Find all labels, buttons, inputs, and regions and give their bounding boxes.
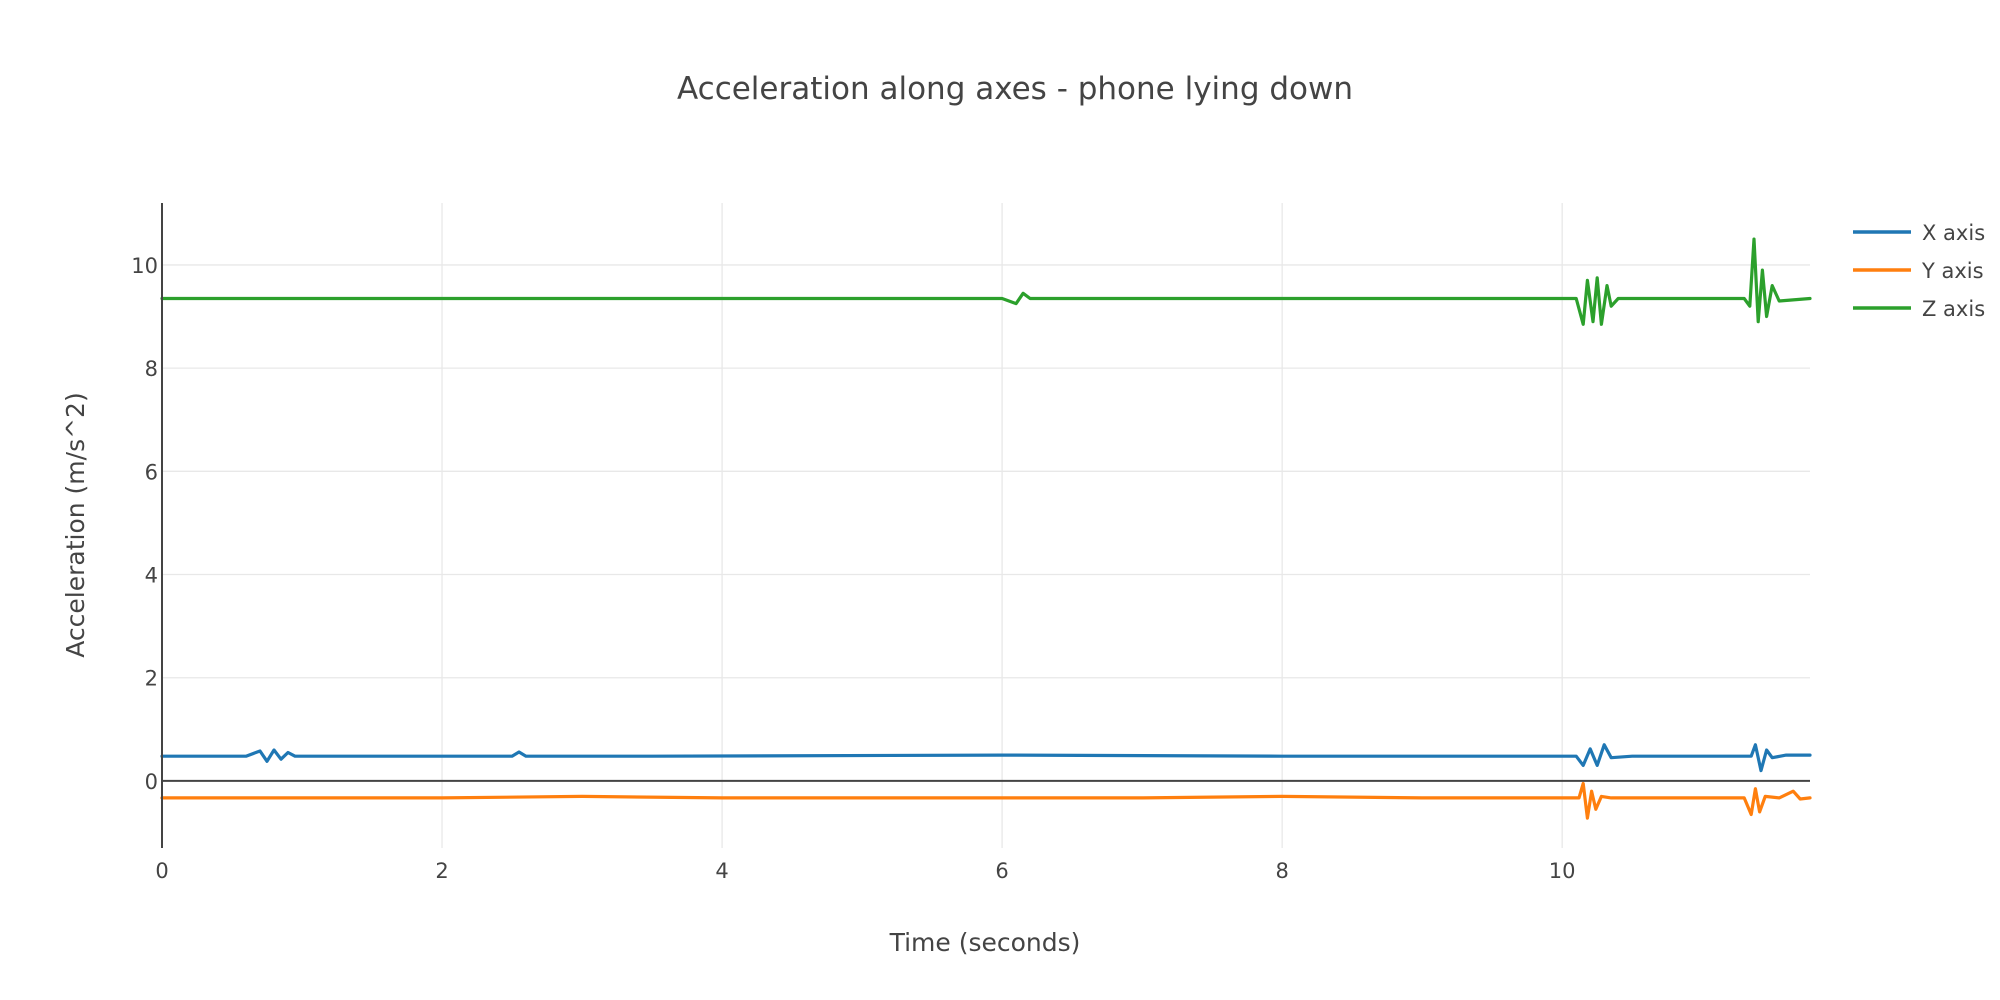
legend: X axis Y axis Z axis: [1853, 221, 1985, 321]
legend-item: Z axis: [1853, 297, 1985, 321]
traces: [160, 237, 1812, 820]
series-line-x-axis: [160, 743, 1812, 773]
legend-label: X axis: [1922, 221, 1985, 245]
x-tick-label: 0: [155, 859, 168, 883]
series-line-z-axis: [160, 237, 1812, 326]
grid: [162, 203, 1810, 848]
x-tick-label: 2: [435, 859, 448, 883]
x-axis-title: Time (seconds): [889, 928, 1081, 957]
y-axis-title: Acceleration (m/s^2): [61, 392, 90, 657]
legend-label: Y axis: [1921, 259, 1984, 283]
x-tick-label: 6: [995, 859, 1008, 883]
axes: [161, 203, 1810, 848]
legend-label: Z axis: [1922, 297, 1985, 321]
y-tick-label: 0: [145, 770, 158, 794]
y-tick-label: 10: [131, 254, 158, 278]
chart-title: Acceleration along axes - phone lying do…: [677, 71, 1353, 107]
x-tick-label: 10: [1549, 859, 1576, 883]
legend-item: Y axis: [1853, 259, 1984, 283]
x-tick-label: 8: [1275, 859, 1288, 883]
legend-item: X axis: [1853, 221, 1985, 245]
y-tick-label: 8: [145, 357, 158, 381]
tick-labels: 0 2 4 6 8 10 0 2 4 6 8 10: [131, 254, 1575, 883]
series-line-y-axis: [160, 781, 1812, 820]
y-tick-label: 6: [145, 460, 158, 484]
y-tick-label: 2: [145, 667, 158, 691]
y-tick-label: 4: [145, 564, 158, 588]
x-tick-label: 4: [715, 859, 728, 883]
